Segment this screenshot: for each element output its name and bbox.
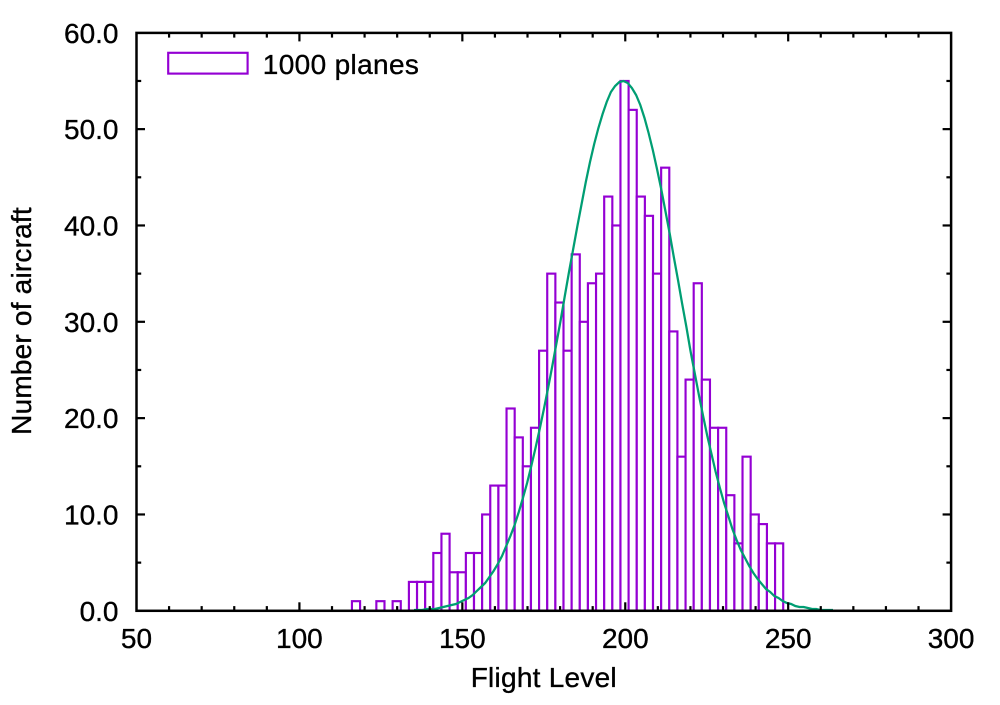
svg-text:0.0: 0.0 (80, 596, 119, 627)
svg-text:1000 planes: 1000 planes (263, 49, 419, 80)
svg-text:300: 300 (928, 623, 975, 654)
svg-text:10.0: 10.0 (64, 500, 119, 531)
svg-text:250: 250 (765, 623, 812, 654)
svg-text:Number of aircraft: Number of aircraft (6, 207, 37, 435)
svg-text:Flight Level: Flight Level (471, 662, 617, 693)
svg-text:100: 100 (276, 623, 323, 654)
svg-text:30.0: 30.0 (64, 307, 119, 338)
svg-text:200: 200 (602, 623, 649, 654)
svg-text:60.0: 60.0 (64, 18, 119, 49)
svg-text:50.0: 50.0 (64, 114, 119, 145)
svg-text:150: 150 (439, 623, 486, 654)
svg-text:50: 50 (121, 623, 152, 654)
svg-text:20.0: 20.0 (64, 403, 119, 434)
svg-text:40.0: 40.0 (64, 211, 119, 242)
